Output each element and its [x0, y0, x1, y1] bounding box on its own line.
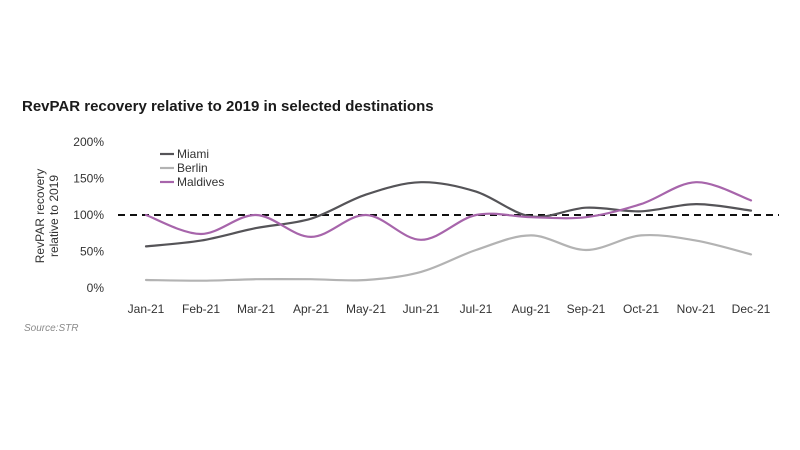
y-axis-title: RevPAR recovery relative to 2019 — [33, 169, 61, 263]
x-tick-label: Oct-21 — [623, 302, 659, 316]
x-tick-label: Feb-21 — [182, 302, 220, 316]
x-tick-label: Jan-21 — [128, 302, 165, 316]
series-line-berlin — [144, 233, 753, 282]
legend-label-maldives: Maldives — [177, 175, 224, 189]
y-axis-title-line-1: RevPAR recovery — [33, 169, 47, 263]
y-axis-ticks: 0% 50% 100% 150% 200% — [73, 135, 104, 295]
series-line-miami — [144, 181, 753, 248]
x-axis-ticks: Jan-21 Feb-21 Mar-21 Apr-21 May-21 Jun-21 Jul-… — [128, 302, 771, 316]
y-tick-label: 200% — [73, 135, 104, 149]
x-tick-label: Nov-21 — [677, 302, 716, 316]
legend-label-berlin: Berlin — [177, 161, 208, 175]
x-tick-label: Jul-21 — [460, 302, 493, 316]
x-tick-label: Jun-21 — [403, 302, 440, 316]
legend-label-miami: Miami — [177, 147, 209, 161]
source-note: Source:STR — [24, 323, 79, 334]
x-tick-label: Dec-21 — [732, 302, 771, 316]
x-tick-label: Sep-21 — [567, 302, 606, 316]
y-tick-label: 100% — [73, 208, 104, 222]
x-tick-label: Apr-21 — [293, 302, 329, 316]
y-tick-label: 0% — [87, 281, 105, 295]
x-tick-label: Mar-21 — [237, 302, 275, 316]
chart-title: RevPAR recovery relative to 2019 in sele… — [22, 98, 434, 115]
y-axis-title-line-2: relative to 2019 — [47, 175, 61, 257]
x-tick-label: May-21 — [346, 302, 386, 316]
x-tick-label: Aug-21 — [512, 302, 551, 316]
series-line-maldives — [144, 181, 753, 241]
y-tick-label: 50% — [80, 245, 104, 259]
series-lines — [144, 181, 753, 282]
y-tick-label: 150% — [73, 172, 104, 186]
